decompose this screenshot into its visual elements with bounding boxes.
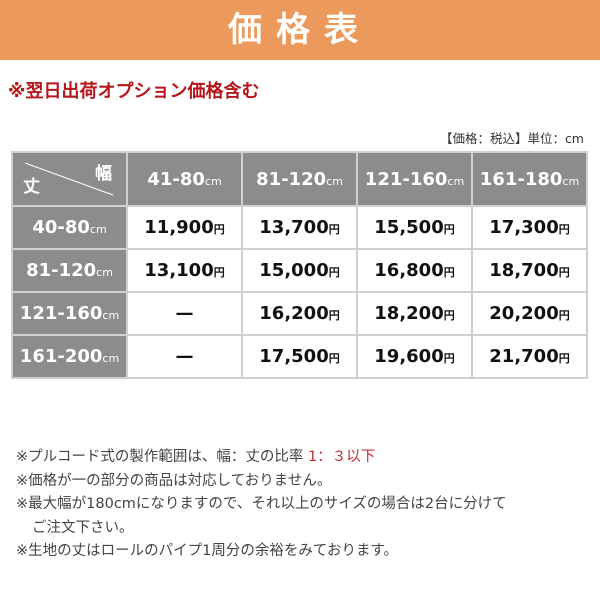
note: ※最大幅が180cmになりますので、それ以上のサイズの場合は2台に分けて xyxy=(16,496,507,512)
price-cell: 13,700円 xyxy=(243,207,356,248)
table-header-row: 丈 幅 41-80cm 81-120cm 121-160cm 161-180cm xyxy=(13,153,586,205)
price-cell: 18,200円 xyxy=(358,293,471,334)
price-cell: 16,800円 xyxy=(358,250,471,291)
note: ※プルコード式の製作範囲は、幅：丈の比率 1：３以下 xyxy=(16,449,376,465)
price-table: 丈 幅 41-80cm 81-120cm 121-160cm 161-180cm… xyxy=(11,151,588,379)
price-cell: 13,100円 xyxy=(128,250,241,291)
table-row: 81-120cm 13,100円 15,000円 16,800円 18,700円 xyxy=(13,250,586,291)
price-cell: 17,500円 xyxy=(243,336,356,377)
row-header: 40-80cm xyxy=(13,207,126,248)
note: ※価格が一の部分の商品は対応しておりません。 xyxy=(16,472,332,489)
price-cell-unavailable: — xyxy=(128,293,241,334)
width-label: 幅 xyxy=(95,164,112,184)
corner-cell: 丈 幅 xyxy=(13,153,126,205)
page-title-banner: 価格表 xyxy=(0,0,600,60)
price-cell: 19,600円 xyxy=(358,336,471,377)
price-cell: 18,700円 xyxy=(473,250,586,291)
column-header: 161-180cm xyxy=(473,153,586,205)
price-cell: 15,000円 xyxy=(243,250,356,291)
table-row: 40-80cm 11,900円 13,700円 15,500円 17,300円 xyxy=(13,207,586,248)
price-cell: 16,200円 xyxy=(243,293,356,334)
price-cell: 20,200円 xyxy=(473,293,586,334)
subtitle: ※翌日出荷オプション価格含む xyxy=(8,81,260,102)
note: ※生地の丈はロールのパイプ1周分の余裕をみております。 xyxy=(16,543,398,559)
price-cell: 21,700円 xyxy=(473,336,586,377)
table-row: 121-160cm — 16,200円 18,200円 20,200円 xyxy=(13,293,586,334)
note-continuation: ご注文下さい。 xyxy=(32,519,134,536)
length-label: 丈 xyxy=(23,177,40,197)
ratio-highlight: 1：３以下 xyxy=(307,449,376,465)
price-cell: 11,900円 xyxy=(128,207,241,248)
row-header: 121-160cm xyxy=(13,293,126,334)
price-cell: 15,500円 xyxy=(358,207,471,248)
notes: ※プルコード式の製作範囲は、幅：丈の比率 1：３以下 ※価格が一の部分の商品は対… xyxy=(16,446,507,564)
price-cell: 17,300円 xyxy=(473,207,586,248)
row-header: 161-200cm xyxy=(13,336,126,377)
price-cell-unavailable: — xyxy=(128,336,241,377)
table-row: 161-200cm — 17,500円 19,600円 21,700円 xyxy=(13,336,586,377)
column-header: 121-160cm xyxy=(358,153,471,205)
diagonal-line-icon xyxy=(24,162,114,196)
unit-note: 【価格：税込】単位：cm xyxy=(439,131,584,146)
column-header: 41-80cm xyxy=(128,153,241,205)
column-header: 81-120cm xyxy=(243,153,356,205)
row-header: 81-120cm xyxy=(13,250,126,291)
